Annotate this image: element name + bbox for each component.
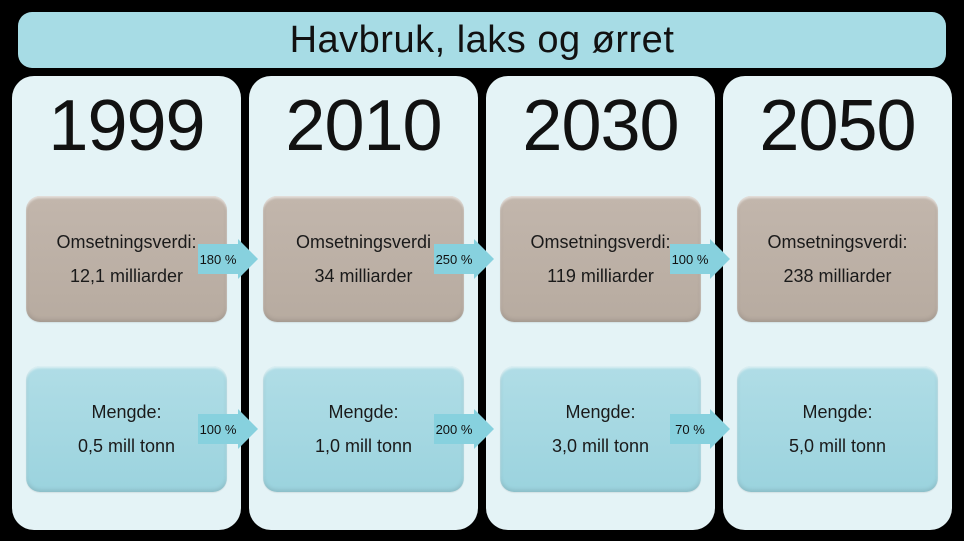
arrow-head-icon [238, 239, 258, 279]
revenue-box: Omsetningsverdi: 12,1 milliarder [26, 196, 227, 322]
arrow-label: 70 % [670, 414, 710, 444]
column-2050: 2050 Omsetningsverdi: 238 milliarder Men… [723, 76, 952, 530]
revenue-label: Omsetningsverdi: [530, 225, 670, 259]
arrow-head-icon [474, 409, 494, 449]
revenue-value: 238 milliarder [783, 259, 891, 293]
arrow-label: 250 % [434, 244, 474, 274]
revenue-label: Omsetningsverdi [296, 225, 431, 259]
revenue-label: Omsetningsverdi: [56, 225, 196, 259]
volume-value: 5,0 mill tonn [789, 429, 886, 463]
columns-container: 1999 Omsetningsverdi: 12,1 milliarder Me… [12, 76, 952, 530]
volume-value: 0,5 mill tonn [78, 429, 175, 463]
volume-label: Mengde: [91, 395, 161, 429]
year-label: 2030 [486, 90, 715, 162]
revenue-value: 34 milliarder [314, 259, 412, 293]
volume-value: 1,0 mill tonn [315, 429, 412, 463]
column-2010: 2010 Omsetningsverdi 34 milliarder Mengd… [249, 76, 478, 530]
title-text: Havbruk, laks og ørret [290, 19, 675, 62]
revenue-label: Omsetningsverdi: [767, 225, 907, 259]
column-2030: 2030 Omsetningsverdi: 119 milliarder Men… [486, 76, 715, 530]
arrow-head-icon [710, 239, 730, 279]
growth-arrow-revenue-3: 100 % [670, 239, 730, 279]
growth-arrow-revenue-2: 250 % [434, 239, 494, 279]
volume-label: Mengde: [328, 395, 398, 429]
arrow-head-icon [474, 239, 494, 279]
arrow-head-icon [710, 409, 730, 449]
volume-value: 3,0 mill tonn [552, 429, 649, 463]
year-label: 2010 [249, 90, 478, 162]
arrow-label: 180 % [198, 244, 238, 274]
growth-arrow-volume-3: 70 % [670, 409, 730, 449]
year-label: 1999 [12, 90, 241, 162]
arrow-label: 200 % [434, 414, 474, 444]
year-label: 2050 [723, 90, 952, 162]
growth-arrow-volume-1: 100 % [198, 409, 258, 449]
volume-box: Mengde: 5,0 mill tonn [737, 366, 938, 492]
revenue-value: 119 milliarder [547, 259, 654, 293]
column-1999: 1999 Omsetningsverdi: 12,1 milliarder Me… [12, 76, 241, 530]
arrow-label: 100 % [198, 414, 238, 444]
arrow-head-icon [238, 409, 258, 449]
arrow-label: 100 % [670, 244, 710, 274]
revenue-value: 12,1 milliarder [70, 259, 183, 293]
volume-box: Mengde: 0,5 mill tonn [26, 366, 227, 492]
volume-label: Mengde: [802, 395, 872, 429]
volume-label: Mengde: [565, 395, 635, 429]
revenue-box: Omsetningsverdi: 238 milliarder [737, 196, 938, 322]
growth-arrow-volume-2: 200 % [434, 409, 494, 449]
growth-arrow-revenue-1: 180 % [198, 239, 258, 279]
title-bar: Havbruk, laks og ørret [18, 12, 946, 68]
